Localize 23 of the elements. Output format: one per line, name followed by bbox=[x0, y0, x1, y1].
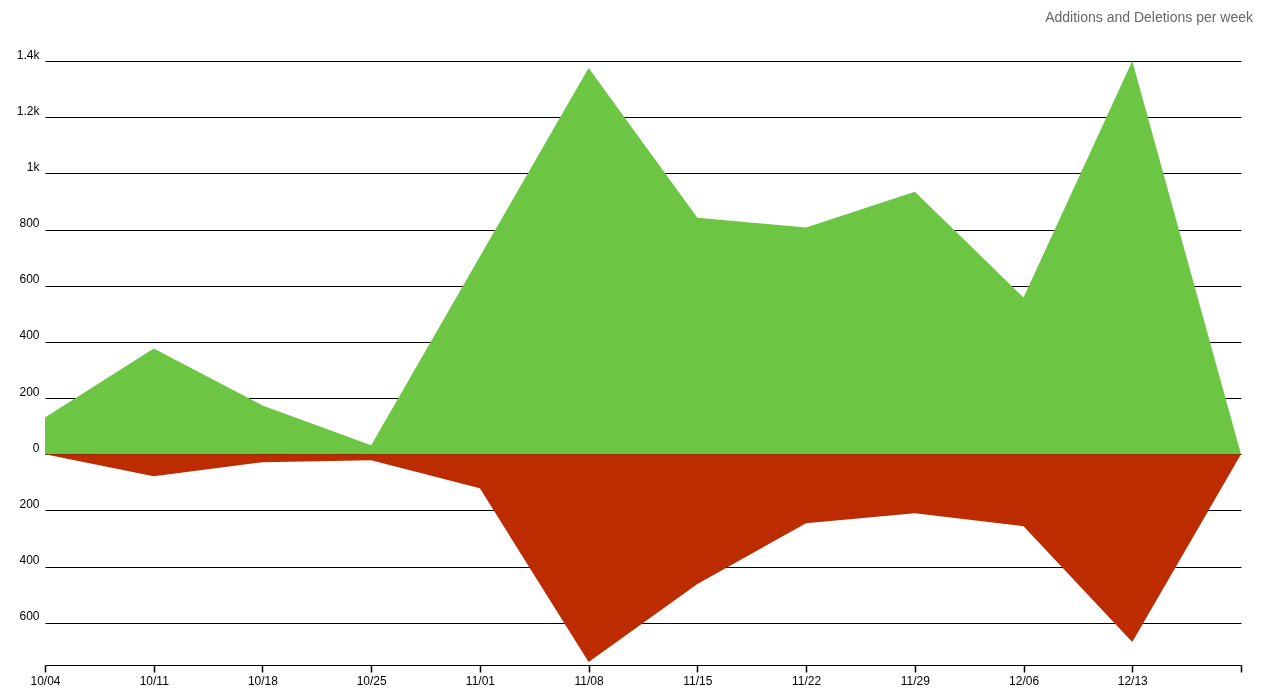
x-tick-label: 11/15 bbox=[683, 673, 713, 688]
x-tick-label: 11/22 bbox=[792, 673, 822, 688]
y-tick-label: 1.2k bbox=[16, 103, 41, 118]
x-tick-label: 10/04 bbox=[30, 673, 61, 688]
y-tick-label: 600 bbox=[19, 272, 40, 287]
x-tick-label: 10/18 bbox=[247, 673, 279, 688]
y-tick-label: 800 bbox=[19, 216, 40, 231]
y-tick-label: 400 bbox=[19, 553, 40, 568]
x-tick-label: 11/01 bbox=[465, 673, 496, 688]
y-tick-label: 0 bbox=[32, 440, 40, 455]
y-tick-label: 600 bbox=[19, 609, 40, 624]
x-tick-label: 12/13 bbox=[1117, 673, 1149, 688]
y-tick-label: 1k bbox=[26, 159, 41, 174]
x-tick-label: 12/06 bbox=[1009, 673, 1040, 688]
x-tick-label: 10/25 bbox=[356, 673, 388, 688]
x-tick-label: 11/29 bbox=[900, 673, 931, 688]
x-tick-label: 11/08 bbox=[574, 673, 605, 688]
y-tick-label: 1.4k bbox=[16, 47, 41, 62]
y-tick-label: 200 bbox=[19, 496, 40, 511]
y-tick-label: 400 bbox=[19, 328, 40, 343]
x-tick-label: 10/11 bbox=[139, 673, 170, 688]
chart-title: Additions and Deletions per week bbox=[1045, 9, 1254, 25]
y-tick-label: 200 bbox=[19, 384, 40, 399]
